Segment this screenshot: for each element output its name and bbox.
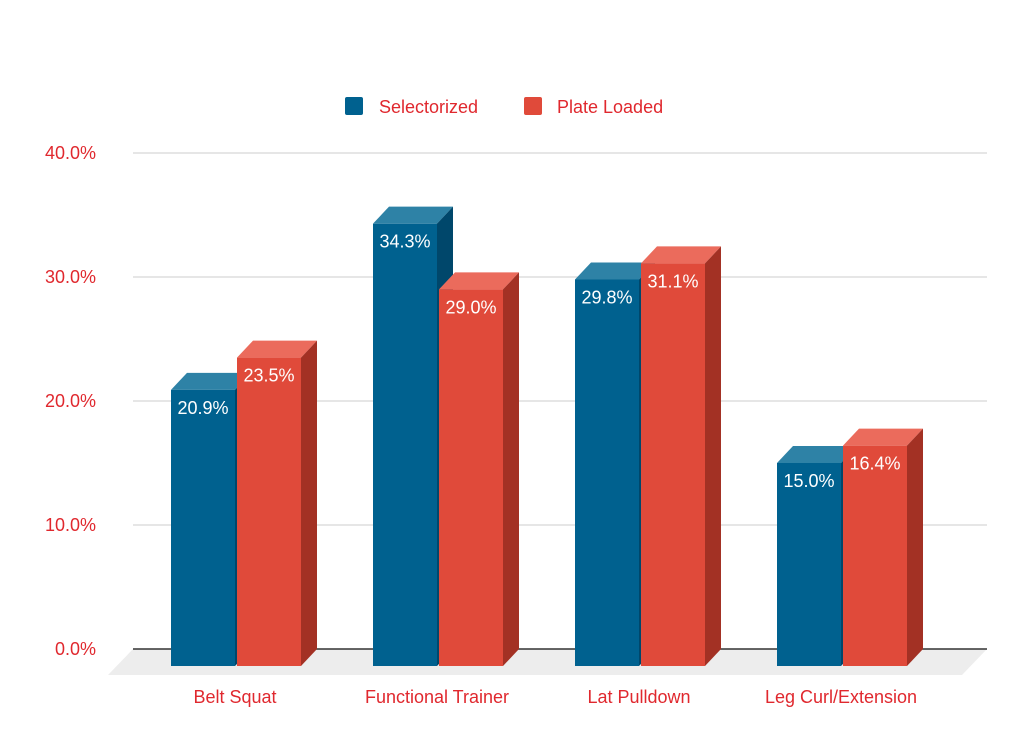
bar-top (777, 446, 857, 463)
bar-front (575, 279, 639, 666)
chart-floor (108, 649, 987, 675)
bar-plate-loaded (439, 272, 519, 666)
bar-front (843, 445, 907, 666)
bar-front (641, 263, 705, 666)
legend-swatch (345, 97, 363, 115)
data-label: 29.8% (581, 287, 632, 307)
y-tick-label: 30.0% (45, 267, 96, 287)
x-axis: Belt Squat Functional Trainer Lat Pulldown… (193, 687, 917, 707)
bar-front (237, 357, 301, 666)
bar-plate-loaded (237, 340, 317, 666)
legend-item: Selectorized (345, 97, 478, 117)
data-label: 34.3% (379, 232, 430, 252)
data-label: 29.0% (445, 297, 496, 317)
bar-top (843, 428, 923, 446)
bar-side (705, 246, 721, 667)
x-tick-label: Leg Curl/Extension (765, 687, 917, 707)
bar-top (439, 272, 519, 290)
x-tick-label: Lat Pulldown (587, 687, 690, 707)
y-tick-label: 10.0% (45, 515, 96, 535)
data-labels: 20.9% 23.5% 34.3% 29.0% 29.8% 31.1% 15.0% 16.4% (177, 232, 900, 491)
legend-label: Plate Loaded (557, 97, 663, 117)
legend-item: Plate Loaded (524, 97, 663, 117)
bar-side (503, 272, 519, 666)
bar-top (237, 340, 317, 358)
data-label: 23.5% (243, 366, 294, 386)
data-label: 15.0% (783, 471, 834, 491)
data-label: 16.4% (849, 454, 900, 474)
legend: Selectorized Plate Loaded (345, 97, 663, 117)
x-tick-label: Belt Squat (193, 687, 276, 707)
bar-top (575, 262, 655, 280)
y-axis: 0.0% 10.0% 20.0% 30.0% 40.0% (45, 143, 96, 659)
data-label: 20.9% (177, 398, 228, 418)
bar-side (301, 340, 317, 666)
bar-top (373, 206, 453, 224)
y-tick-label: 20.0% (45, 391, 96, 411)
x-tick-label: Functional Trainer (365, 687, 509, 707)
y-tick-label: 40.0% (45, 143, 96, 163)
bar-top (171, 372, 251, 390)
bar-plate-loaded (843, 428, 923, 666)
y-tick-label: 0.0% (55, 639, 96, 659)
bar-front (439, 289, 503, 666)
legend-label: Selectorized (379, 97, 478, 117)
bar-front (777, 463, 841, 666)
bars (171, 206, 923, 667)
bar-side (907, 428, 923, 666)
bar-plate-loaded (641, 246, 721, 667)
bar-front (373, 223, 437, 666)
legend-swatch (524, 97, 542, 115)
bar-front (171, 389, 235, 666)
data-label: 31.1% (647, 271, 698, 291)
floor-plane (108, 649, 987, 675)
bar-top (641, 246, 721, 264)
